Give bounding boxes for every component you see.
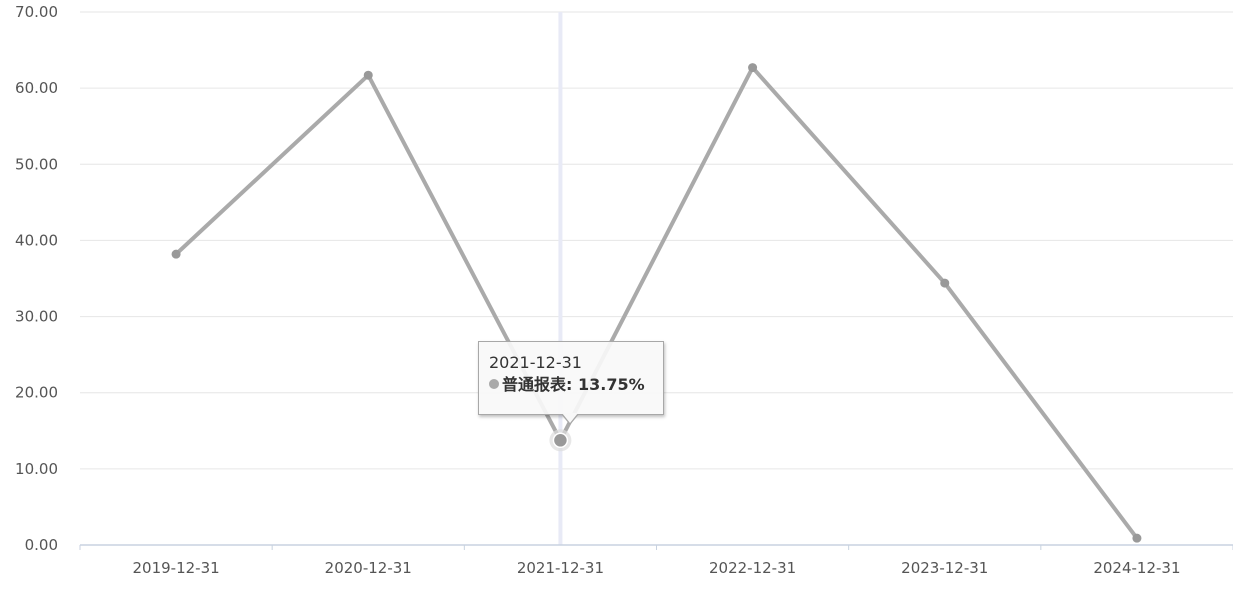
tooltip: 2021-12-31 普通报表: 13.75%	[478, 341, 664, 425]
data-point[interactable]	[1132, 533, 1142, 543]
y-tick-label: 50.00	[15, 155, 58, 173]
y-tick-label: 40.00	[15, 231, 58, 249]
x-axis: 2019-12-31 2020-12-31 2021-12-31 2022-12-31…	[79, 544, 1233, 577]
x-tick-label: 2021-12-31	[517, 559, 604, 577]
tooltip-value: 普通报表: 13.75%	[502, 375, 645, 394]
data-point[interactable]	[940, 278, 950, 288]
series-line	[174, 65, 1139, 540]
y-tick-label: 0.00	[25, 536, 58, 554]
y-tick-label: 20.00	[15, 384, 58, 402]
y-tick-label: 30.00	[15, 308, 58, 326]
x-tick-label: 2020-12-31	[325, 559, 412, 577]
tooltip-date: 2021-12-31	[489, 353, 582, 372]
y-tick-label: 60.00	[15, 79, 58, 97]
data-point[interactable]	[363, 70, 373, 80]
tooltip-row: 普通报表: 13.75%	[489, 374, 653, 396]
tooltip-arrow-inner	[562, 413, 578, 423]
data-point[interactable]	[171, 249, 181, 259]
data-point-active[interactable]	[552, 432, 569, 449]
x-tick-label: 2022-12-31	[709, 559, 796, 577]
y-axis-tick-labels: 0.00 10.00 20.00 30.00 40.00 50.00 60.00 70.00	[15, 3, 58, 554]
data-point[interactable]	[748, 63, 758, 73]
crosshair-line	[558, 12, 563, 545]
x-tick-label: 2024-12-31	[1093, 559, 1180, 577]
crosshair	[558, 12, 563, 545]
y-tick-label: 70.00	[15, 3, 58, 21]
tooltip-series-dot	[489, 379, 499, 389]
series-points	[171, 63, 1142, 543]
x-tick-label: 2023-12-31	[901, 559, 988, 577]
series-line-path	[174, 65, 1139, 540]
x-tick-label: 2019-12-31	[132, 559, 219, 577]
y-tick-label: 10.00	[15, 460, 58, 478]
